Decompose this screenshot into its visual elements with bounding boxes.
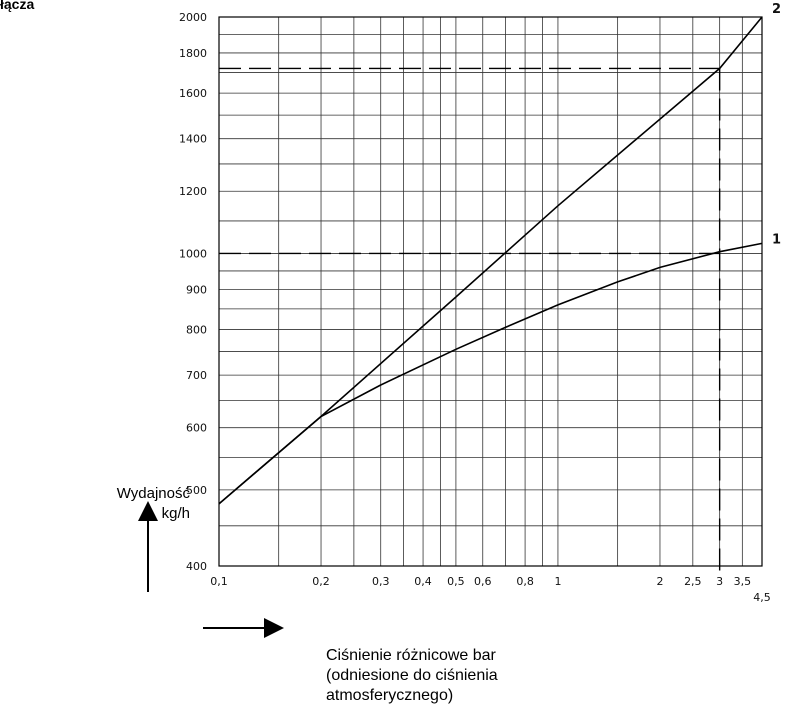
x-tick-label: 0,6 — [474, 575, 492, 588]
x-tick-label: 1 — [554, 575, 561, 588]
y-tick-label: 1200 — [179, 185, 207, 198]
x-axis-label-line2: (odniesione do ciśnienia — [326, 667, 498, 684]
x-axis-label: Ciśnienie różnicowe bar (odniesione do c… — [326, 646, 586, 706]
x-tick-label: 0,1 — [210, 575, 228, 588]
x-tick-label: 2 — [656, 575, 663, 588]
x-tick-label: 0,8 — [516, 575, 534, 588]
x-tick-label: 2,5 — [684, 575, 702, 588]
chart-header-fragment: łącza — [0, 0, 35, 12]
y-tick-label: 1800 — [179, 47, 207, 60]
y-tick-label: 600 — [186, 422, 207, 435]
y-axis-label: Wydajność kg/h — [110, 484, 190, 524]
y-tick-label: 1600 — [179, 87, 207, 100]
y-tick-label: 500 — [186, 484, 207, 497]
series-line-2 — [218, 16, 763, 505]
y-tick-label: 400 — [186, 560, 207, 573]
x-tick-label: 0,3 — [372, 575, 390, 588]
y-tick-label: 1000 — [179, 247, 207, 260]
series-label-2: 2 — [772, 2, 781, 17]
y-axis-label-line2: kg/h — [161, 505, 190, 522]
plot-frame — [218, 16, 763, 567]
y-tick-label: 1400 — [179, 133, 207, 146]
chart-grid — [218, 16, 763, 567]
reference-lines — [219, 67, 721, 578]
curves: 21 — [218, 2, 781, 505]
x-tick-label: 0,4 — [414, 575, 432, 588]
x-axis-label-line1: Ciśnienie różnicowe bar — [326, 647, 496, 664]
series-label-1: 1 — [772, 232, 781, 247]
y-tick-label: 2000 — [179, 11, 207, 24]
x-tick-label: 3,5 — [734, 575, 752, 588]
x-tick-label: 0,5 — [447, 575, 465, 588]
x-tick-label: 3 — [716, 575, 723, 588]
y-tick-label: 700 — [186, 369, 207, 382]
x-axis-label-line3: atmosferycznego) — [326, 687, 454, 704]
x-tick-label: 4,5 — [753, 591, 771, 604]
series-line-1 — [218, 242, 763, 505]
y-tick-label: 900 — [186, 283, 207, 296]
y-tick-label: 800 — [186, 324, 207, 337]
x-tick-label: 0,2 — [312, 575, 330, 588]
tick-labels: 4005006007008009001000120014001600180020… — [179, 11, 771, 604]
y-axis-label-line1: Wydajność — [116, 485, 190, 502]
